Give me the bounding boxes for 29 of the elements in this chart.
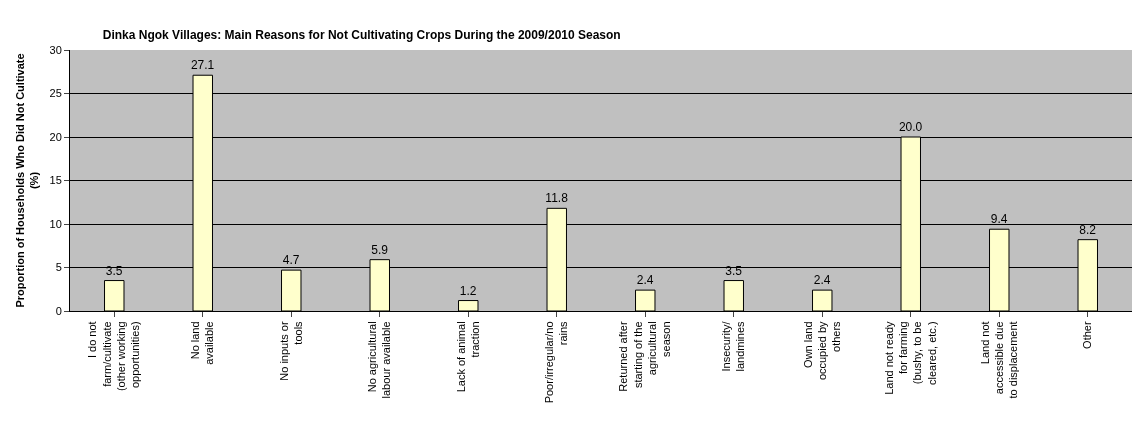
data-label: 11.8	[545, 191, 569, 206]
x-tick-label: Other	[1081, 321, 1094, 349]
data-label: 20.0	[898, 120, 923, 134]
data-label: 4.7	[282, 253, 300, 268]
x-tick-label: I do not farm/cultivate (other working opportunities)	[86, 321, 142, 392]
x-tick-label: Returned after starting of the agricultural season	[617, 321, 673, 392]
x-tick-label: Land not ready for farming (bushy, to be cleared, etc.)	[882, 320, 938, 395]
chart-title: Dinka Ngok Villages: Main Reasons for Not Cultivating Crops During the 2009/2010 Season	[102, 28, 621, 43]
y-tick-label: 10	[49, 217, 62, 230]
y-tick-label: 15	[49, 174, 62, 187]
y-tick-label: 20	[49, 130, 62, 143]
x-tick-label: No land available	[189, 321, 216, 365]
x-tick-label: Poor/irregular/no rains	[543, 320, 570, 404]
data-label: 8.2	[1079, 222, 1097, 237]
y-tick-label: 25	[49, 87, 62, 100]
data-label: 2.4	[813, 273, 831, 288]
data-label: 9.4	[990, 212, 1008, 227]
y-tick-label: 5	[55, 261, 62, 274]
x-tick-label: Insecurity/ landmines	[720, 320, 747, 372]
data-label: 1.2	[459, 283, 477, 298]
y-tick-label: 0	[55, 304, 62, 317]
data-label: 5.9	[371, 242, 389, 257]
data-label: 2.4	[636, 273, 654, 288]
y-tick-label: 30	[49, 43, 62, 56]
x-tick-label: Own land occupied by others	[801, 320, 843, 381]
data-label: 27.1	[190, 58, 215, 73]
x-tick-label: No inputs or tools	[277, 320, 304, 381]
x-tick-label: Lack of animal traction	[454, 321, 481, 393]
y-axis-title: Proportion of Households Who Did Not Cultivate (%)	[13, 53, 41, 308]
